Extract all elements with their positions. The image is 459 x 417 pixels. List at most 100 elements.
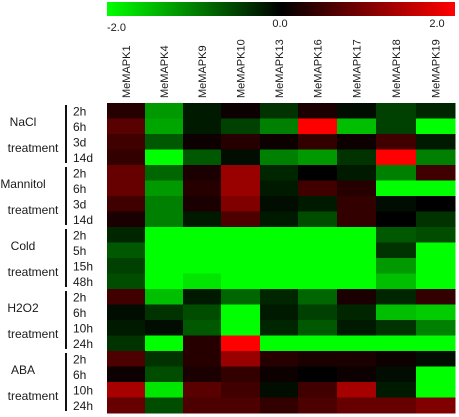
heatmap-cell	[145, 351, 184, 367]
timepoint-label: 2h	[73, 352, 86, 366]
heatmap-cell	[260, 149, 299, 166]
heatmap-cell	[107, 242, 146, 259]
heatmap-cell	[183, 397, 222, 414]
heatmap-cell	[337, 335, 377, 352]
heatmap-cell	[298, 227, 338, 243]
heatmap-cell	[260, 134, 299, 150]
heatmap-cell	[107, 211, 146, 228]
heatmap-cell	[183, 118, 222, 135]
heatmap-cell	[183, 273, 222, 290]
heatmap-cell	[298, 258, 338, 274]
heatmap-cell	[416, 211, 456, 228]
heatmap-cell	[298, 366, 338, 383]
heatmap-cell	[107, 351, 146, 367]
heatmap-cell	[337, 366, 377, 383]
timepoint-label: 3d	[73, 197, 86, 211]
heatmap-cell	[337, 397, 377, 414]
heatmap-cell	[376, 366, 417, 383]
heatmap-cell	[337, 118, 377, 135]
heatmap-cell	[221, 149, 261, 166]
heatmap-cell	[337, 242, 377, 259]
heatmap-cell	[337, 351, 377, 367]
heatmap-cell	[416, 118, 456, 135]
heatmap-cell	[183, 149, 222, 166]
heatmap-cell	[107, 227, 146, 243]
heatmap-cell	[107, 258, 146, 274]
heatmap-cell	[183, 258, 222, 274]
heatmap-cell	[183, 242, 222, 259]
heatmap-cells	[107, 103, 456, 414]
heatmap-cell	[145, 242, 184, 259]
heatmap-cell	[260, 320, 299, 336]
heatmap-cell	[221, 196, 261, 212]
heatmap-cell	[337, 180, 377, 197]
gene-label-memapk18: MeMAPK18	[391, 39, 403, 98]
heatmap-cell	[145, 149, 184, 166]
heatmap-cell	[416, 103, 456, 119]
group-label: Mannitol	[0, 177, 45, 191]
heatmap-cell	[145, 382, 184, 398]
heatmap-cell	[260, 118, 299, 135]
heatmap-cell	[376, 273, 417, 290]
heatmap-cell	[145, 335, 184, 352]
heatmap-cell	[221, 134, 261, 150]
heatmap-cell	[107, 366, 146, 383]
heatmap-cell	[376, 382, 417, 398]
heatmap-cell	[145, 304, 184, 321]
heatmap-cell	[221, 211, 261, 228]
gene-label-memapk17: MeMAPK17	[352, 39, 364, 98]
timepoint-label: 6h	[73, 182, 86, 196]
heatmap-cell	[416, 397, 456, 414]
color-scale-mid-label: 0.0	[272, 18, 287, 30]
heatmap-cell	[416, 242, 456, 259]
gene-label-memapk13: MeMAPK13	[274, 39, 286, 98]
heatmap-cell	[376, 351, 417, 367]
timepoint-label: 6h	[73, 368, 86, 382]
heatmap-cell	[107, 289, 146, 305]
group-label: H2O2	[7, 301, 39, 315]
heatmap-cell	[221, 118, 261, 135]
heatmap-cell	[376, 211, 417, 228]
row-labels: NaCltreatment2h6h3d14dMannitoltreatment2…	[0, 104, 93, 413]
heatmap-cell	[260, 382, 299, 398]
heatmap-cell	[337, 227, 377, 243]
heatmap-cell	[260, 165, 299, 181]
gene-label-memapk19: MeMAPK19	[431, 39, 443, 98]
heatmap-cell	[221, 397, 261, 414]
group-label-treatment: treatment	[8, 203, 59, 217]
heatmap-cell	[107, 335, 146, 352]
heatmap-cell	[376, 227, 417, 243]
heatmap-cell	[145, 397, 184, 414]
heatmap-cell	[298, 196, 338, 212]
heatmap-cell	[376, 397, 417, 414]
heatmap-cell	[107, 397, 146, 414]
heatmap-cell	[260, 273, 299, 290]
heatmap-cell	[183, 351, 222, 367]
heatmap-cell	[145, 134, 184, 150]
timepoint-label: 14d	[73, 213, 93, 227]
heatmap-cell	[260, 180, 299, 197]
group-label-treatment: treatment	[8, 327, 59, 341]
heatmap-cell	[416, 180, 456, 197]
timepoint-label: 6h	[73, 306, 86, 320]
timepoint-label: 2h	[73, 104, 86, 118]
heatmap-cell	[298, 242, 338, 259]
heatmap-cell	[145, 320, 184, 336]
group-label: NaCl	[10, 115, 37, 129]
color-scale-bar	[107, 2, 455, 16]
heatmap-cell	[107, 180, 146, 197]
heatmap-cell	[337, 382, 377, 398]
heatmap-cell	[145, 366, 184, 383]
heatmap-cell	[221, 180, 261, 197]
heatmap-cell	[145, 103, 184, 119]
heatmap-cell	[221, 227, 261, 243]
heatmap-cell	[221, 304, 261, 321]
timepoint-label: 6h	[73, 120, 86, 134]
heatmap-cell	[260, 289, 299, 305]
heatmap-cell	[221, 351, 261, 367]
heatmap-cell	[221, 242, 261, 259]
heatmap-cell	[337, 320, 377, 336]
gene-label-memapk16: MeMAPK16	[313, 39, 325, 98]
heatmap-cell	[416, 165, 456, 181]
heatmap-cell	[145, 211, 184, 228]
